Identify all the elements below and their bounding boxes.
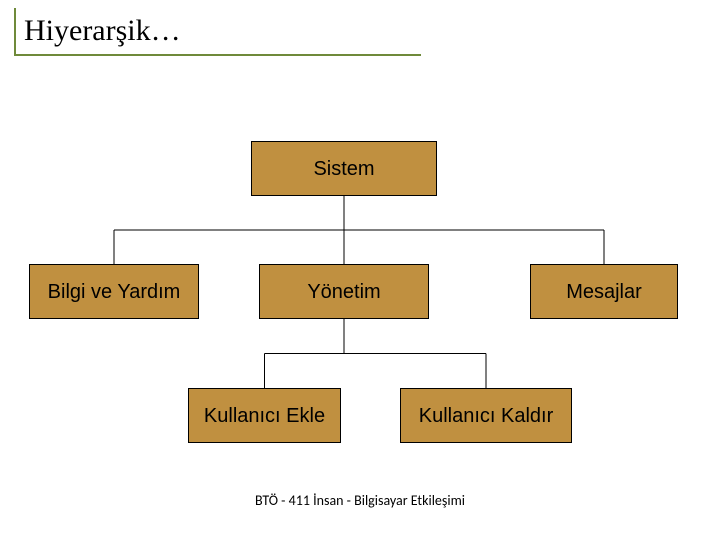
tree-node: Bilgi ve Yardım — [29, 264, 199, 319]
tree-node: Yönetim — [259, 264, 429, 319]
tree-node: Kullanıcı Ekle — [188, 388, 341, 443]
tree-node: Sistem — [251, 141, 437, 196]
diagram-canvas: Sistem Bilgi ve Yardım Yönetim Mesajlar Kull… — [0, 0, 720, 540]
footer-text: BTÖ - 411 İnsan - Bilgisayar Etkileşimi — [0, 492, 720, 509]
tree-node: Kullanıcı Kaldır — [400, 388, 572, 443]
tree-node: Mesajlar — [530, 264, 678, 319]
